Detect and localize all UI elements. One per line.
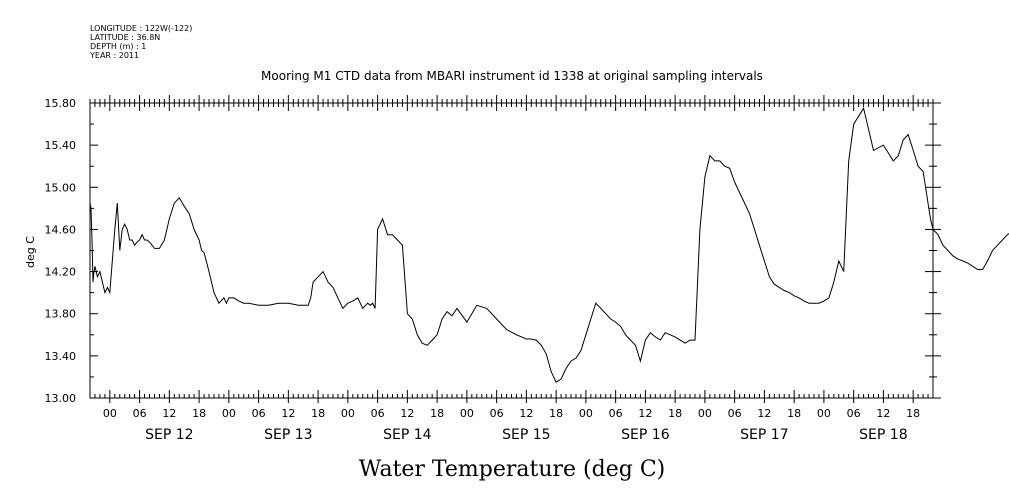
x-hour-label: 18 <box>787 407 801 420</box>
year-text: YEAR : 2011 <box>89 51 139 60</box>
x-hour-label: 06 <box>490 407 504 420</box>
x-hour-label: 00 <box>817 407 831 420</box>
x-hour-label: 18 <box>430 407 444 420</box>
x-day-label: SEP 14 <box>383 427 432 443</box>
x-day-label: SEP 12 <box>145 427 193 443</box>
x-hour-label: 12 <box>876 407 890 420</box>
y-axis-label: deg C <box>24 236 37 268</box>
y-tick-label: 15.40 <box>45 139 77 152</box>
x-hour-label: 18 <box>668 407 682 420</box>
x-hour-label: 00 <box>579 407 593 420</box>
y-tick-label: 15.00 <box>45 181 77 194</box>
x-hour-label: 12 <box>638 407 652 420</box>
chart-title: Mooring M1 CTD data from MBARI instrumen… <box>261 69 763 83</box>
x-hour-label: 06 <box>609 407 623 420</box>
x-axis: 00 06 12 18 00 06 12 18 00 06 12 18 00 06 12 18 00 06 12 18… <box>89 95 934 443</box>
x-hour-label: 00 <box>460 407 474 420</box>
x-day-label: SEP 17 <box>740 427 788 443</box>
plot-frame <box>89 102 934 399</box>
y-tick-label: 14.20 <box>45 266 77 279</box>
y-tick-label: 15.80 <box>45 97 77 110</box>
metadata-block: LONGITUDE : 122W(-122) LATITUDE : 36.8N … <box>89 24 192 60</box>
longitude-text: LONGITUDE : 122W(-122) <box>90 24 192 33</box>
x-hour-label: 06 <box>252 407 266 420</box>
x-hour-label: 06 <box>847 407 861 420</box>
x-hour-label: 12 <box>400 407 414 420</box>
water-temperature-line <box>89 107 1009 383</box>
x-hour-label: 00 <box>698 407 712 420</box>
y-tick-label: 13.40 <box>45 350 77 363</box>
x-hour-label: 18 <box>549 407 563 420</box>
x-hour-label: 00 <box>341 407 355 420</box>
x-day-label: SEP 18 <box>859 427 907 443</box>
x-hour-label: 12 <box>162 407 176 420</box>
x-hour-label: 06 <box>133 407 147 420</box>
x-hour-label: 00 <box>222 407 236 420</box>
y-tick-label: 14.60 <box>45 223 77 236</box>
y-axis: 13.00 13.40 13.80 14.20 14.60 15.00 15.40 15.80 <box>45 97 941 405</box>
x-hour-label: 18 <box>311 407 325 420</box>
y-tick-label: 13.00 <box>45 392 77 405</box>
x-hour-label: 06 <box>728 407 742 420</box>
x-hour-label: 12 <box>757 407 771 420</box>
x-day-label: SEP 16 <box>621 427 670 443</box>
x-hour-label: 18 <box>906 407 920 420</box>
x-hour-label: 12 <box>281 407 295 420</box>
x-hour-label: 06 <box>371 407 385 420</box>
x-hour-label: 12 <box>519 407 533 420</box>
x-day-label: SEP 13 <box>264 427 312 443</box>
x-axis-label: Water Temperature (deg C) <box>359 457 666 482</box>
x-day-label: SEP 15 <box>502 427 550 443</box>
x-hour-label: 18 <box>192 407 206 420</box>
latitude-text: LATITUDE : 36.8N <box>90 33 160 42</box>
depth-text: DEPTH (m) : 1 <box>90 42 146 51</box>
y-tick-label: 13.80 <box>45 308 77 321</box>
x-hour-label: 00 <box>103 407 117 420</box>
